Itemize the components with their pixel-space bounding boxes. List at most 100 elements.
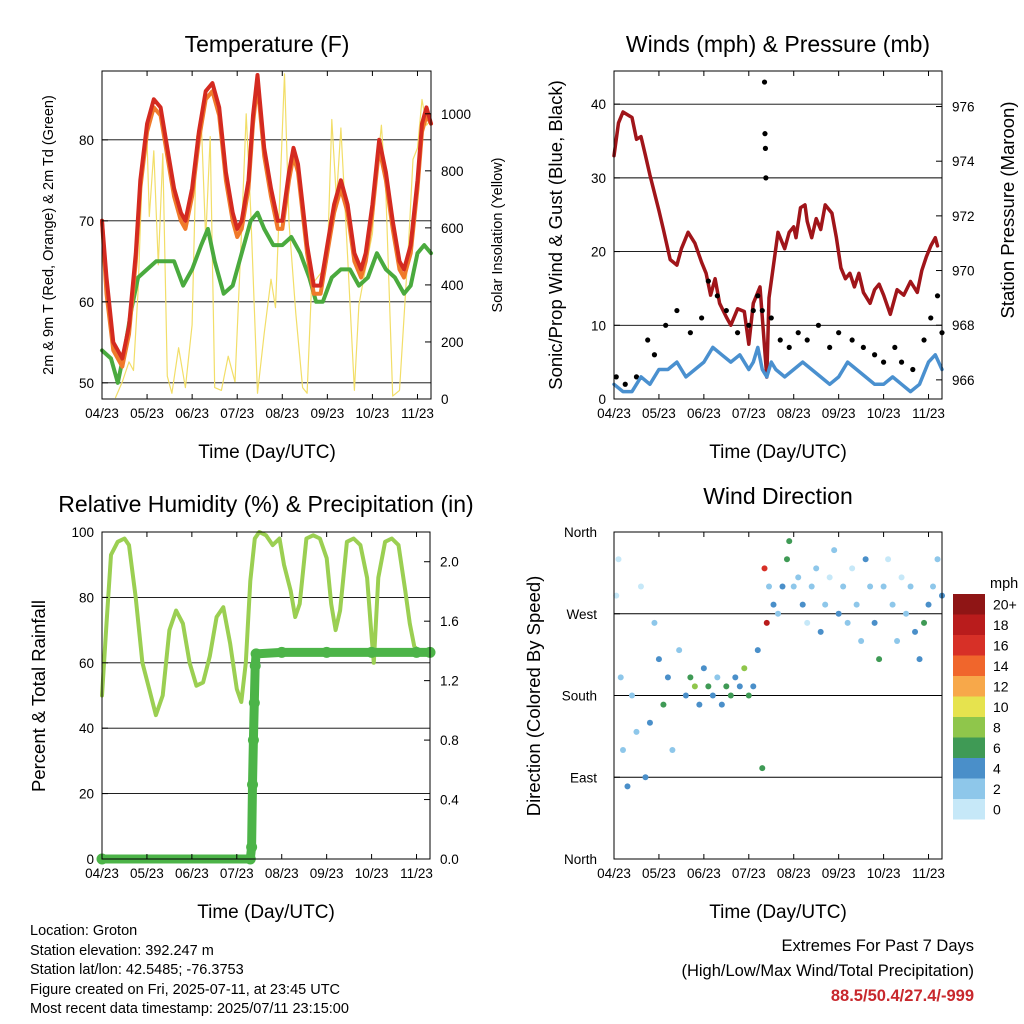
direction-point: [871, 619, 878, 626]
humidity-ytick-label: 20: [79, 787, 94, 802]
gust-point: [860, 344, 866, 351]
legend-label: 10: [993, 699, 1009, 715]
direction-point: [750, 683, 757, 690]
temperature-xtick-label: 08/23: [265, 406, 299, 421]
direction-point: [770, 601, 777, 608]
legend-swatch: [953, 799, 985, 820]
direction-point: [691, 683, 698, 690]
gust-point: [762, 145, 769, 151]
humidity-xtick-label: 10/23: [355, 866, 389, 881]
gust-point: [723, 307, 729, 314]
direction-point: [930, 583, 937, 590]
direction-ytick-label: North: [564, 852, 597, 867]
direction-point: [880, 583, 887, 590]
humidity-ytick-label: 80: [79, 590, 94, 605]
precipitation-series: [96, 646, 436, 865]
direction-xtick-label: 09/23: [822, 866, 856, 881]
direction-point: [831, 547, 838, 554]
winds-xtick-label: 09/23: [822, 406, 856, 421]
humidity-plot-frame: [101, 531, 431, 860]
winds-ylabel-left: Sonic/Prop Wind & Gust (Blue, Black): [545, 80, 566, 389]
humidity-y2tick-label: 0.0: [440, 852, 459, 867]
direction-point: [646, 719, 653, 726]
direction-point: [660, 701, 667, 708]
direction-point: [766, 583, 773, 590]
humidity-ytick-label: 0: [86, 852, 94, 867]
gust-point: [761, 79, 768, 85]
direction-point: [898, 574, 905, 581]
wind-speed-line: [612, 345, 944, 394]
humidity-panel: Relative Humidity (%) & Precipitation (i…: [28, 491, 474, 923]
winds-y2tick-label: 970: [952, 264, 975, 279]
direction-point: [808, 583, 815, 590]
figure-created: Figure created on Fri, 2025-07-11, at 23…: [30, 981, 341, 998]
direction-point: [822, 601, 829, 608]
direction-point: [619, 747, 626, 753]
legend-label: 12: [993, 678, 1009, 694]
direction-point: [714, 674, 721, 681]
winds-xtick-label: 07/23: [732, 406, 766, 421]
rh-line: [100, 530, 423, 718]
legend-swatch: [953, 717, 985, 738]
humidity-xtick-label: 11/23: [400, 866, 433, 881]
legend-swatch: [953, 594, 985, 615]
direction-point: [840, 583, 847, 590]
humidity-y2tick-label: 0.8: [440, 733, 459, 748]
direction-point: [783, 556, 790, 563]
legend-swatch: [953, 635, 985, 656]
gust-point: [687, 330, 693, 336]
extremes-values: 88.5/50.4/27.4/-999: [830, 987, 974, 1005]
direction-xtick-label: 08/23: [777, 866, 811, 881]
direction-gridlines: [614, 531, 942, 860]
legend-label: 20+: [993, 596, 1017, 612]
humidity-y2tick-label: 2.0: [440, 555, 459, 570]
direction-point: [709, 692, 716, 699]
temperature-xtick-label: 04/23: [85, 406, 119, 421]
temperature-xtick-label: 11/23: [401, 406, 434, 421]
direction-point: [876, 656, 883, 663]
direction-point: [862, 556, 869, 563]
direction-point: [903, 610, 910, 617]
gust-point: [763, 175, 769, 181]
direction-point: [617, 674, 624, 681]
legend-swatch: [953, 778, 985, 799]
humidity-ylabel-left: Percent & Total Rainfall: [28, 600, 49, 792]
winds-xtick-label: 06/23: [687, 406, 721, 421]
direction-point: [745, 692, 752, 699]
direction-point: [804, 619, 811, 626]
gust-point: [622, 381, 628, 387]
direction-point: [761, 565, 768, 572]
direction-point: [732, 674, 739, 681]
humidity-xtick-label: 08/23: [265, 866, 299, 881]
direction-point: [633, 728, 640, 735]
gust-point: [786, 344, 792, 351]
winds-title: Winds (mph) & Pressure (mb): [626, 31, 930, 57]
direction-point: [754, 647, 761, 654]
speed-color-legend: mph 20+ 18 16 14 12 10 8 6 4 2 0: [953, 576, 1018, 820]
temperature-y2tick-label: 1000: [441, 107, 471, 122]
direction-point: [637, 583, 644, 590]
winds-xtick-label: 04/23: [597, 406, 631, 421]
temperature-ylabel-left: 2m & 9m T (Red, Orange) & 2m Td (Green): [41, 95, 57, 375]
direction-point: [795, 574, 802, 581]
extremes-box: Extremes For Past 7 Days (High/Low/Max W…: [681, 934, 974, 1009]
gust-point: [613, 374, 619, 380]
gust-point: [921, 337, 927, 343]
temperature-ylabel-right: Solar Insolation (Yellow): [490, 157, 506, 312]
temperature-y2tick-label: 600: [441, 221, 464, 236]
gust-point: [762, 131, 768, 137]
direction-panel: Wind Direction NorthEastSouthWestNorth04…: [523, 483, 1018, 923]
humidity-xtick-label: 04/23: [85, 866, 119, 881]
gust-point: [872, 352, 878, 358]
direction-point: [779, 583, 786, 590]
direction-point: [628, 692, 635, 699]
dewpoint-line: [100, 210, 433, 385]
gust-point: [880, 359, 887, 365]
legend-swatch: [953, 696, 985, 717]
winds-xtick-label: 08/23: [777, 406, 811, 421]
direction-point: [844, 619, 851, 626]
temperature-ytick-label: 60: [79, 295, 94, 310]
direction-xtick-label: 07/23: [732, 866, 766, 881]
